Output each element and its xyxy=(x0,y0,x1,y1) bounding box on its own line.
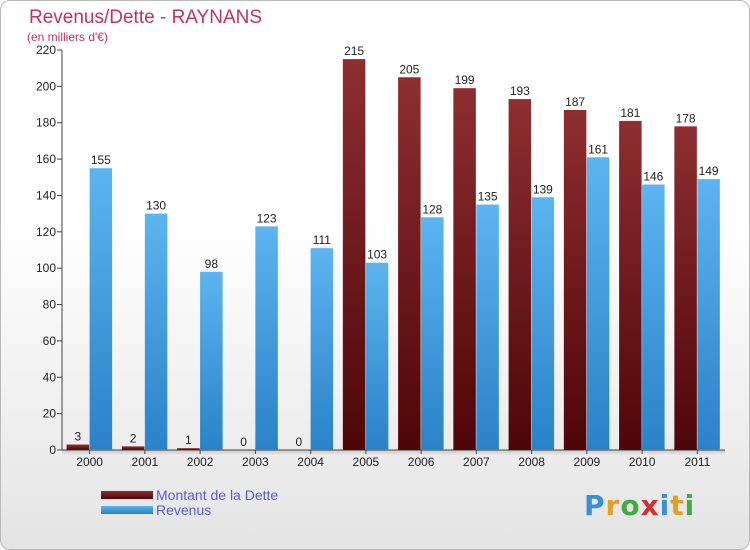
bar-dette xyxy=(398,77,421,450)
logo-letter: x xyxy=(640,489,660,522)
bar-revenus xyxy=(255,226,278,450)
legend-label-dette: Montant de la Dette xyxy=(156,487,279,503)
bar-dette xyxy=(674,126,697,450)
y-tick-label: 140 xyxy=(36,188,56,202)
bar-revenus xyxy=(144,213,168,450)
y-tick-label: 20 xyxy=(43,407,57,421)
y-tick-label: 60 xyxy=(43,334,57,348)
chart-subtitle: (en milliers d'€) xyxy=(27,30,108,44)
bar-revenus xyxy=(89,168,113,450)
data-label-dette: 0 xyxy=(240,435,247,449)
x-tick-label: 2003 xyxy=(242,455,269,469)
legend-swatch-revenus xyxy=(101,506,153,514)
x-tick-label: 2009 xyxy=(574,455,601,469)
y-tick-label: 40 xyxy=(43,370,57,384)
data-label-dette: 2 xyxy=(130,431,137,445)
x-tick-label: 2007 xyxy=(463,455,490,469)
logo-letter: i xyxy=(659,489,671,522)
data-label-dette: 0 xyxy=(296,435,303,449)
x-tick-label: 2000 xyxy=(76,455,103,469)
bar-revenus xyxy=(476,204,499,450)
data-label-dette: 205 xyxy=(399,62,419,76)
data-label-dette: 3 xyxy=(75,430,82,444)
data-label-dette: 215 xyxy=(344,44,364,58)
data-label-dette: 187 xyxy=(565,95,585,109)
bar-revenus xyxy=(586,157,610,451)
y-tick-label: 80 xyxy=(43,298,57,312)
data-label-dette: 181 xyxy=(620,106,640,120)
data-label-dette: 193 xyxy=(510,84,530,98)
y-tick-label: 100 xyxy=(36,261,56,275)
data-label-revenus: 130 xyxy=(146,199,166,213)
data-label-revenus: 98 xyxy=(205,257,219,271)
y-tick-label: 120 xyxy=(36,225,56,239)
data-label-revenus: 149 xyxy=(699,164,719,178)
bar-dette xyxy=(619,120,642,450)
logo-letter: P xyxy=(584,489,606,522)
data-label-revenus: 123 xyxy=(257,211,277,225)
chart-floor xyxy=(62,450,725,456)
x-tick-label: 2008 xyxy=(518,455,545,469)
bar-revenus xyxy=(642,184,665,450)
bar-revenus xyxy=(421,217,444,450)
data-label-revenus: 161 xyxy=(588,142,608,156)
x-tick-label: 2002 xyxy=(187,455,214,469)
data-label-revenus: 146 xyxy=(643,170,663,184)
bar-revenus xyxy=(697,179,720,450)
data-label-revenus: 128 xyxy=(422,202,442,216)
data-label-revenus: 155 xyxy=(91,153,111,167)
x-tick-label: 2011 xyxy=(684,455,710,469)
bar-dette xyxy=(121,446,145,450)
data-label-revenus: 135 xyxy=(478,190,498,204)
legend-item-revenus: Revenus xyxy=(101,502,211,518)
y-tick-label: 200 xyxy=(36,79,56,93)
data-label-dette: 1 xyxy=(185,433,192,447)
data-label-dette: 178 xyxy=(676,111,696,125)
bar-revenus xyxy=(531,197,555,450)
bar-dette xyxy=(66,444,90,450)
x-tick-label: 2001 xyxy=(132,455,159,469)
logo-letter: i xyxy=(684,489,696,522)
bar-revenus xyxy=(200,271,223,450)
legend-item-dette: Montant de la Dette xyxy=(101,487,278,503)
x-tick-label: 2010 xyxy=(629,455,656,469)
proxiti-logo: Proxiti xyxy=(584,489,695,522)
bar-dette xyxy=(563,110,587,450)
data-label-revenus: 139 xyxy=(533,182,553,196)
bar-revenus xyxy=(310,248,334,450)
logo-letter: r xyxy=(605,489,621,522)
y-tick-label: 160 xyxy=(36,152,56,166)
chart-title: Revenus/Dette - RAYNANS xyxy=(29,7,263,28)
bar-revenus xyxy=(365,262,389,450)
data-label-dette: 199 xyxy=(455,73,475,87)
x-tick-label: 2006 xyxy=(408,455,435,469)
y-tick-label: 0 xyxy=(49,443,56,457)
y-tick-label: 180 xyxy=(36,116,56,130)
logo-letter: o xyxy=(620,489,641,522)
legend-swatch-dette xyxy=(101,491,153,499)
y-tick-label: 220 xyxy=(36,43,56,57)
bar-dette xyxy=(177,448,200,450)
logo-letter: t xyxy=(670,489,685,522)
x-tick-label: 2004 xyxy=(297,455,324,469)
data-label-revenus: 103 xyxy=(367,248,387,262)
bar-dette xyxy=(453,88,476,450)
bar-dette xyxy=(508,99,532,450)
x-tick-label: 2005 xyxy=(353,455,380,469)
legend-label-revenus: Revenus xyxy=(156,502,212,518)
data-label-revenus: 111 xyxy=(313,233,332,247)
bar-dette xyxy=(342,59,366,450)
